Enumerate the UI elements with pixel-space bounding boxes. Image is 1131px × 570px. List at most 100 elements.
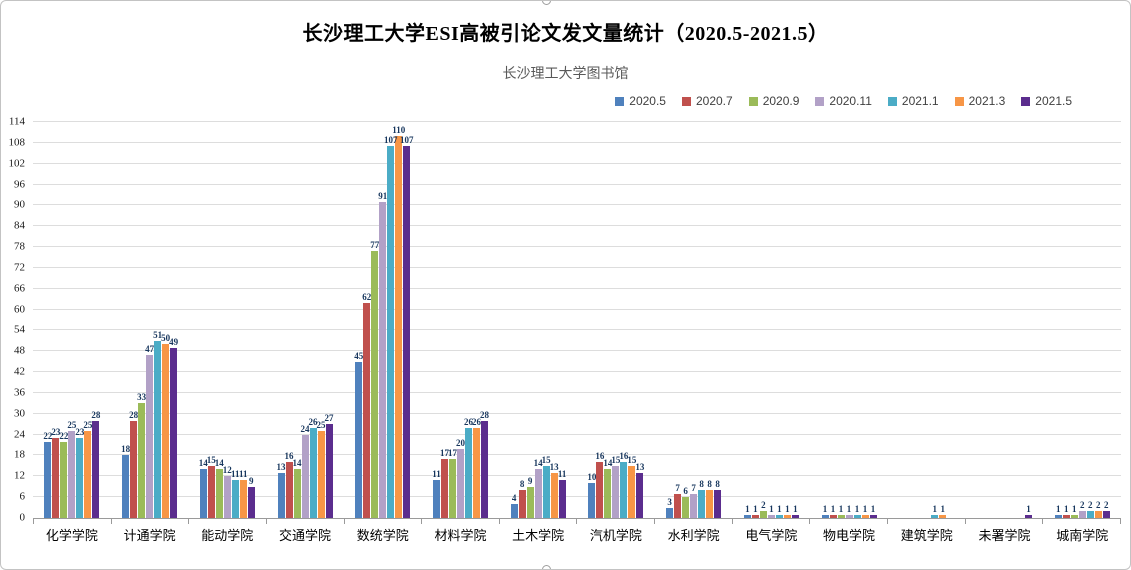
bar-2020.5[interactable]: 4	[510, 493, 518, 518]
bar-2021.1[interactable]: 1	[931, 504, 939, 518]
bar-2020.9[interactable]: 14	[603, 458, 612, 518]
bar-2021.5[interactable]: 28	[91, 410, 100, 518]
legend-item-2020.5[interactable]: 2020.5	[615, 94, 666, 108]
bar-2020.5[interactable]: 18	[121, 444, 130, 518]
bar-2020.7[interactable]: 1	[829, 504, 837, 518]
bar-2021.3[interactable]: 50	[161, 333, 170, 518]
bar-2021.5[interactable]: 1	[1024, 504, 1032, 518]
bar-2020.9[interactable]: 1	[1070, 504, 1078, 518]
legend-item-2021.5[interactable]: 2021.5	[1021, 94, 1072, 108]
bar-2020.9[interactable]: 33	[137, 392, 146, 518]
bar-2020.5[interactable]: 10	[587, 472, 596, 518]
bar-2020.7[interactable]: 16	[595, 451, 604, 518]
bar-2021.3[interactable]: 15	[627, 455, 636, 518]
bar-2021.3[interactable]: 25	[83, 420, 92, 518]
bar-2020.11[interactable]: 1	[845, 504, 853, 518]
bar-2020.5[interactable]: 1	[821, 504, 829, 518]
legend-item-2020.9[interactable]: 2020.9	[748, 94, 799, 108]
bar-2021.1[interactable]: 51	[153, 330, 162, 518]
bar-2020.5[interactable]: 14	[199, 458, 208, 518]
bar-2020.9[interactable]: 22	[59, 431, 68, 518]
bar-2021.3[interactable]: 8	[706, 479, 714, 518]
selection-handle-top[interactable]	[542, 1, 551, 5]
bar-2020.5[interactable]: 45	[354, 351, 363, 518]
bar-2020.9[interactable]: 17	[448, 448, 457, 518]
bar-2021.5[interactable]: 1	[791, 504, 799, 518]
bar-2021.1[interactable]: 8	[698, 479, 706, 518]
bar-2020.5[interactable]: 22	[43, 431, 52, 518]
bar-2021.1[interactable]: 11	[231, 469, 240, 518]
bar-2021.1[interactable]: 26	[464, 417, 473, 518]
bar-2020.11[interactable]: 24	[301, 424, 310, 518]
bar-2021.1[interactable]: 23	[75, 427, 84, 518]
bar-2021.3[interactable]: 25	[317, 420, 326, 518]
legend-item-2020.7[interactable]: 2020.7	[681, 94, 733, 108]
bar-2020.7[interactable]: 1	[1062, 504, 1070, 518]
bar-2021.3[interactable]: 11	[239, 469, 248, 518]
bar-2020.7[interactable]: 28	[129, 410, 138, 518]
bar-2021.3[interactable]: 26	[472, 417, 481, 518]
bar-2020.9[interactable]: 6	[682, 486, 690, 518]
bar-2020.11[interactable]: 2	[1078, 500, 1086, 518]
bar-2021.5[interactable]: 27	[325, 413, 334, 518]
bar-2020.5[interactable]: 1	[1054, 504, 1062, 518]
bar-2021.5[interactable]: 2	[1102, 500, 1110, 518]
bar-2021.3[interactable]: 1	[861, 504, 869, 518]
bar-2021.3[interactable]: 2	[1094, 500, 1102, 518]
bar-2021.3[interactable]: 13	[550, 462, 559, 518]
bar-2021.1[interactable]: 1	[775, 504, 783, 518]
bar-2021.1[interactable]: 107	[384, 135, 397, 518]
bar-2021.5[interactable]: 49	[169, 337, 178, 518]
bar-2020.11[interactable]: 15	[611, 455, 620, 518]
bar-2021.3[interactable]: 1	[939, 504, 947, 518]
bar-2020.11[interactable]: 91	[378, 191, 387, 518]
bar-2021.5[interactable]: 1	[869, 504, 877, 518]
bar-2021.5[interactable]: 107	[400, 135, 413, 518]
bar-2020.11[interactable]: 47	[145, 344, 154, 518]
bar-2021.1[interactable]: 16	[619, 451, 628, 518]
bar-2021.5[interactable]: 9	[247, 476, 255, 518]
bar-2020.7[interactable]: 8	[518, 479, 526, 518]
bar-2020.7[interactable]: 7	[674, 483, 682, 518]
bar-2020.7[interactable]: 23	[51, 427, 60, 518]
bar-2020.9[interactable]: 14	[215, 458, 224, 518]
bar-2021.5[interactable]: 13	[635, 462, 644, 518]
bar-2020.11[interactable]: 1	[767, 504, 775, 518]
x-tick	[343, 519, 422, 524]
bar-2021.3[interactable]: 110	[392, 125, 405, 518]
bar-2021.5[interactable]: 8	[714, 479, 722, 518]
bar-2020.11[interactable]: 7	[690, 483, 698, 518]
bar-2020.11[interactable]: 25	[67, 420, 76, 518]
bar-2020.11[interactable]: 12	[223, 465, 232, 518]
bar-2020.7[interactable]: 15	[207, 455, 216, 518]
bar-2020.5[interactable]: 3	[666, 497, 674, 518]
legend-item-2021.3[interactable]: 2021.3	[954, 94, 1005, 108]
bar-2020.7[interactable]: 16	[285, 451, 294, 518]
bar-2021.3[interactable]: 1	[783, 504, 791, 518]
bar-2021.5[interactable]: 11	[558, 469, 566, 518]
bar-2020.7[interactable]: 1	[751, 504, 759, 518]
bar-2020.7[interactable]: 17	[440, 448, 449, 518]
gridline	[33, 371, 1121, 373]
bar-2021.5[interactable]: 28	[480, 410, 489, 518]
selection-handle-bottom[interactable]	[542, 565, 551, 569]
bar-value-label: 26	[463, 416, 473, 427]
bar-2020.9[interactable]: 2	[759, 500, 767, 518]
bar-2021.1[interactable]: 1	[853, 504, 861, 518]
bar-2020.9[interactable]: 9	[526, 476, 534, 518]
bar-2020.9[interactable]: 1	[837, 504, 845, 518]
bar-2020.5[interactable]: 11	[432, 469, 441, 518]
bar-2020.9[interactable]: 77	[370, 240, 379, 518]
bar-2021.1[interactable]: 26	[309, 417, 318, 518]
legend-item-2020.11[interactable]: 2020.11	[815, 94, 872, 108]
bar-2021.1[interactable]: 2	[1086, 500, 1094, 518]
bar-2020.11[interactable]: 20	[456, 438, 465, 518]
bar-2020.5[interactable]: 1	[743, 504, 751, 518]
bar-2020.7[interactable]: 62	[362, 292, 371, 518]
bar-2020.9[interactable]: 14	[293, 458, 302, 518]
legend-item-2021.1[interactable]: 2021.1	[887, 94, 939, 108]
bar-2021.1[interactable]: 15	[542, 455, 551, 518]
bar-2020.5[interactable]: 13	[277, 462, 286, 518]
bar-2020.11[interactable]: 14	[534, 458, 543, 518]
